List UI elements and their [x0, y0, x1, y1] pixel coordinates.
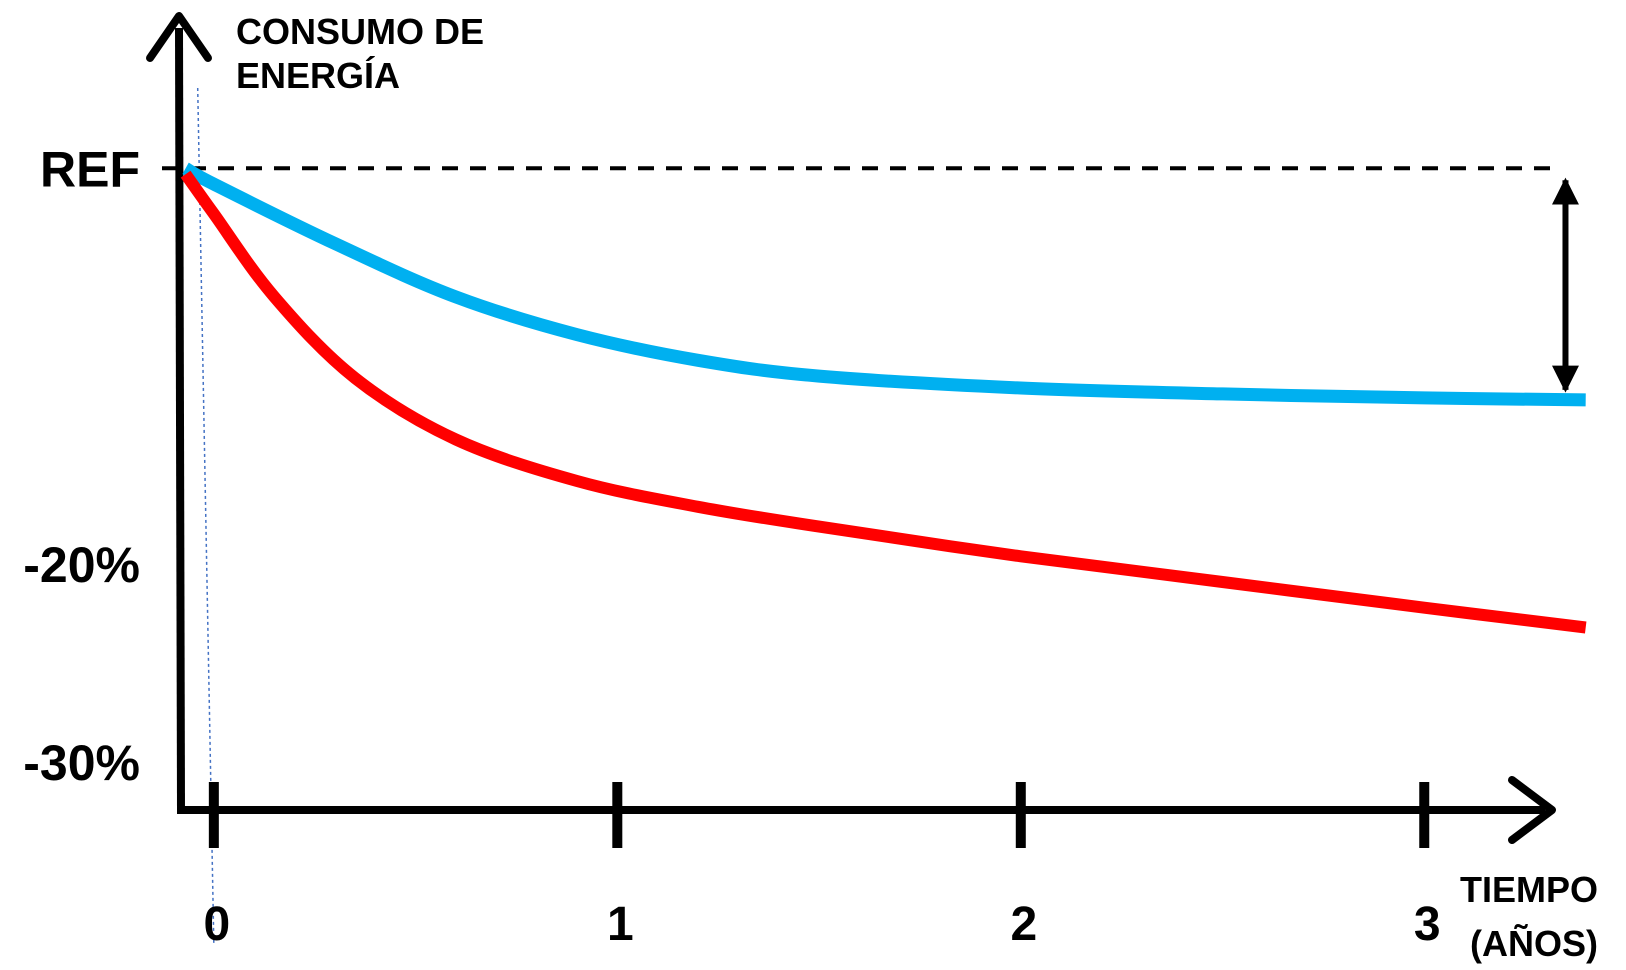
x-axis-arrowhead	[1508, 776, 1556, 844]
x-axis-title-line-2: (AÑOS)	[1470, 922, 1598, 964]
y-axis-title: CONSUMO DE ENERGÍA	[236, 11, 494, 96]
series-line-red	[180, 170, 1587, 634]
y-tick-label-1: -20%	[23, 537, 140, 593]
x-tick-label-2: 2	[1010, 898, 1037, 951]
y-axis-title-line-1: CONSUMO DE	[236, 11, 484, 52]
x-tick-label-1: 1	[607, 898, 634, 951]
x-tick-label-3: 3	[1414, 898, 1441, 951]
y-axis-arrowhead	[146, 12, 212, 62]
series-line-blue	[182, 162, 1586, 407]
y-tick-label-2: -30%	[23, 735, 140, 791]
y-tick-label-0: REF	[40, 141, 140, 197]
x-tick-label-0: 0	[203, 898, 230, 951]
y-axis-title-line-2: ENERGÍA	[236, 55, 400, 96]
x-axis-title: TIEMPO (AÑOS)	[1460, 869, 1608, 964]
x-axis-title-line-1: TIEMPO	[1460, 869, 1598, 910]
y-axis-line	[175, 27, 185, 811]
